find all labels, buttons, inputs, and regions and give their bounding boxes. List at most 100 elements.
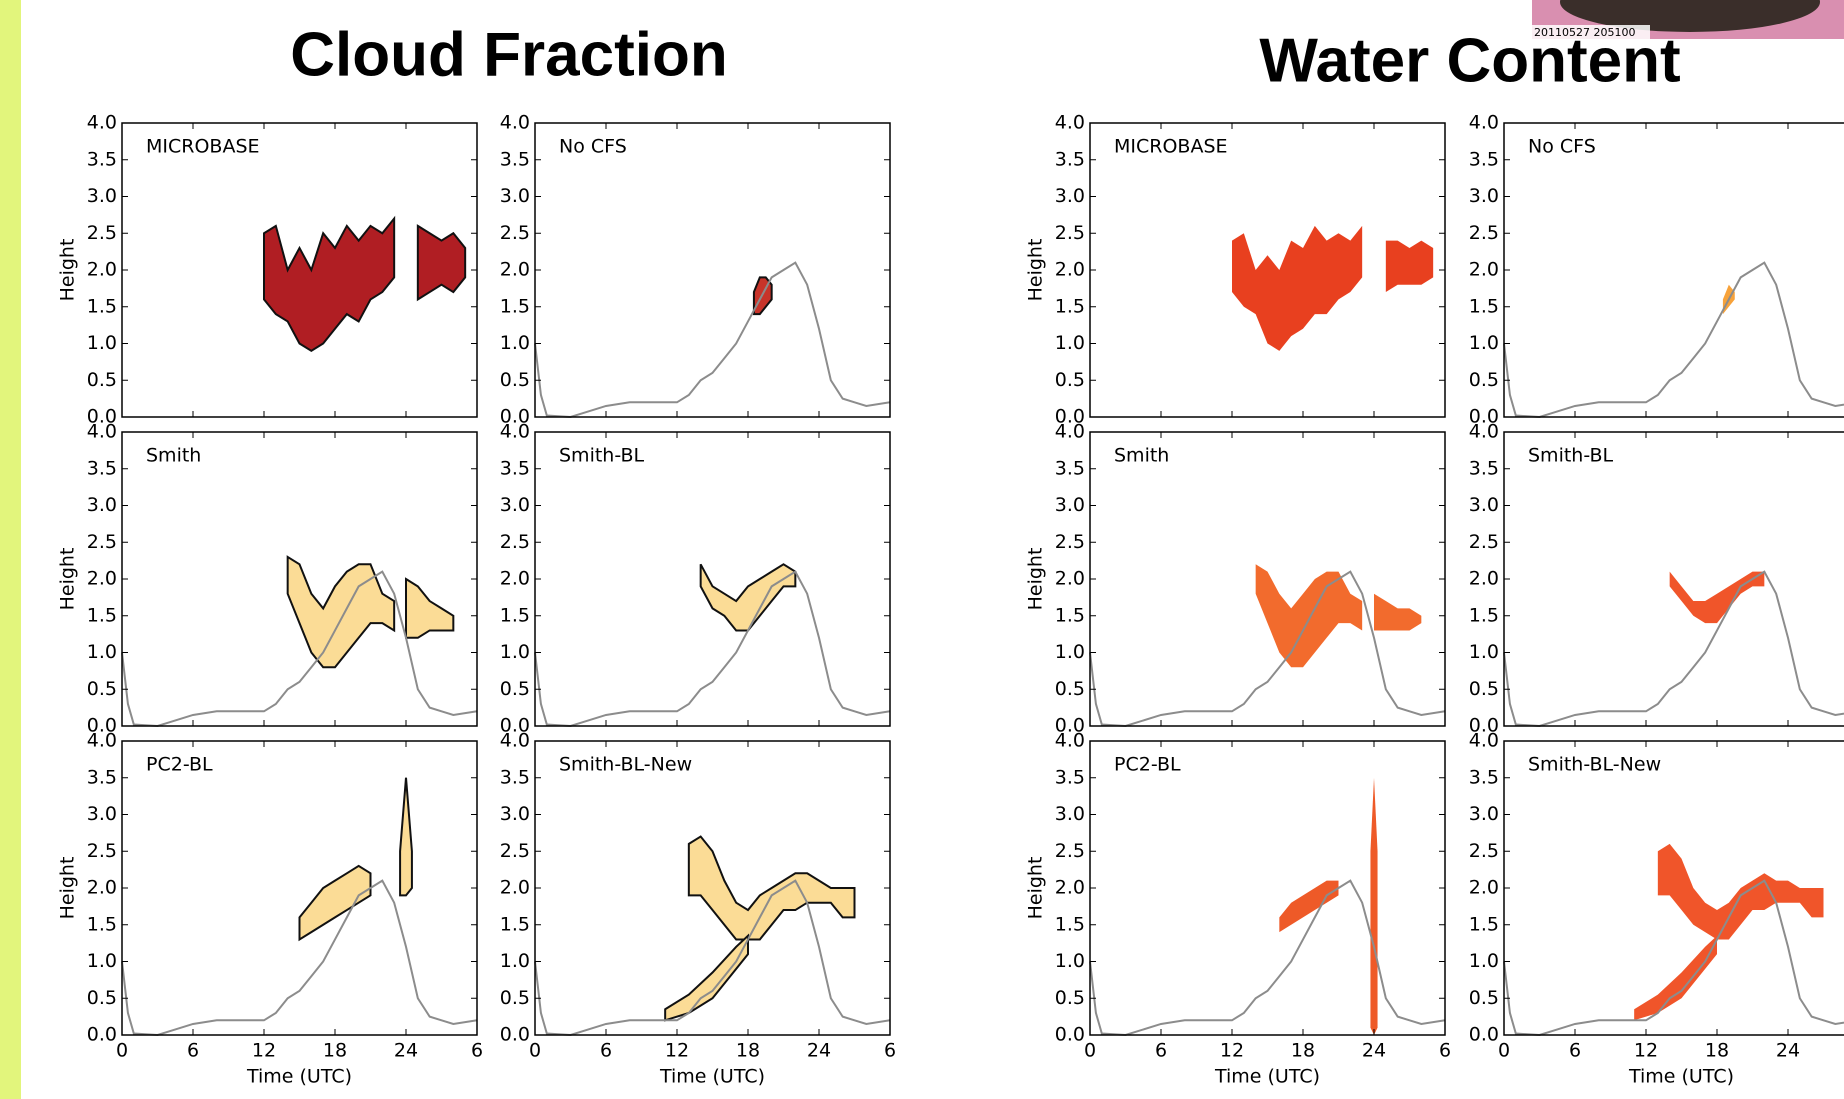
y-tick-label: 1.0 xyxy=(500,641,530,663)
y-tick-label: 2.0 xyxy=(1055,259,1085,281)
cloud-region xyxy=(399,777,413,897)
x-tick-label: 18 xyxy=(736,1040,760,1062)
y-tick-label: 0.5 xyxy=(1469,987,1499,1009)
panel-label: PC2-BL xyxy=(1114,754,1181,776)
y-tick-label: 1.5 xyxy=(1469,913,1499,935)
y-tick-label: 4.0 xyxy=(500,421,530,443)
cloud-region xyxy=(1255,564,1363,668)
y-tick-label: 0.5 xyxy=(500,987,530,1009)
x-tick-label: 6 xyxy=(1439,1040,1451,1062)
y-tick-label: 1.0 xyxy=(87,332,117,354)
y-tick-label: 1.5 xyxy=(1469,295,1499,317)
y-tick-label: 2.0 xyxy=(500,259,530,281)
y-tick-label: 1.5 xyxy=(500,913,530,935)
y-tick-label: 1.0 xyxy=(500,332,530,354)
x-tick-label: 18 xyxy=(323,1040,347,1062)
y-tick-label: 1.5 xyxy=(87,604,117,626)
panel-label: MICROBASE xyxy=(1114,136,1228,158)
y-tick-label: 4.0 xyxy=(1055,421,1085,443)
panel-label: PC2-BL xyxy=(146,754,213,776)
y-tick-label: 0.0 xyxy=(1469,715,1499,737)
panel-label: Smith-BL xyxy=(1528,445,1614,467)
x-tick-label: 6 xyxy=(187,1040,199,1062)
cloud-region xyxy=(1657,843,1824,940)
y-tick-label: 3.5 xyxy=(87,457,117,479)
x-tick-label: 24 xyxy=(1776,1040,1800,1062)
x-tick-label: 24 xyxy=(394,1040,418,1062)
y-tick-label: 0.0 xyxy=(500,715,530,737)
y-axis-label: Height xyxy=(57,239,79,302)
x-tick-label: 24 xyxy=(1362,1040,1386,1062)
cloud-region xyxy=(699,563,797,632)
y-tick-label: 3.0 xyxy=(1055,185,1085,207)
x-tick-label: 0 xyxy=(1498,1040,1510,1062)
panel: 0.0 0.5 1.0 1.5 2.0 2.5 3.0 3.5 4.0 MICROBASE Heig… xyxy=(1025,112,1446,428)
y-tick-label: 2.0 xyxy=(1469,877,1499,899)
x-tick-label: 0 xyxy=(1084,1040,1096,1062)
y-tick-label: 1.0 xyxy=(1055,332,1085,354)
panel: 0.0 0.5 1.0 1.5 2.0 2.5 3.0 3.5 4.0 0 6 12 18 24 6 PC2-… xyxy=(57,730,484,1088)
y-tick-label: 3.0 xyxy=(1469,803,1499,825)
x-tick-label: 18 xyxy=(1705,1040,1729,1062)
y-tick-label: 0.0 xyxy=(87,406,117,428)
x-tick-label: 12 xyxy=(1634,1040,1658,1062)
y-tick-label: 0.5 xyxy=(1055,987,1085,1009)
y-tick-label: 3.5 xyxy=(1469,457,1499,479)
y-tick-label: 2.0 xyxy=(1469,259,1499,281)
y-tick-label: 3.5 xyxy=(500,766,530,788)
y-tick-label: 0.5 xyxy=(1469,678,1499,700)
panel: 0.0 0.5 1.0 1.5 2.0 2.5 3.0 3.5 4.0 Smith Height xyxy=(1025,421,1446,737)
y-tick-label: 2.5 xyxy=(87,531,117,553)
panel: 0.00.51.01.52.02.53.03.54.0061218246Smit… xyxy=(1469,730,1844,1088)
y-tick-label: 0.0 xyxy=(1469,406,1499,428)
y-tick-label: 1.0 xyxy=(87,950,117,972)
y-tick-label: 0.0 xyxy=(87,715,117,737)
panel: 0.0 0.5 1.0 1.5 2.0 2.5 3.0 3.5 4.0 Smith Height xyxy=(57,421,478,737)
y-axis-label: Height xyxy=(57,548,79,611)
y-tick-label: 2.5 xyxy=(1469,531,1499,553)
y-tick-label: 3.5 xyxy=(1055,766,1085,788)
x-tick-label: 12 xyxy=(252,1040,276,1062)
photo: 20110527 205100 xyxy=(1532,0,1844,39)
height-line xyxy=(121,879,478,1037)
y-tick-label: 2.0 xyxy=(1055,568,1085,590)
y-tick-label: 2.0 xyxy=(1055,877,1085,899)
y-tick-label: 1.0 xyxy=(1469,332,1499,354)
y-axis-label: Height xyxy=(1025,548,1047,611)
y-tick-label: 0.0 xyxy=(1469,1024,1499,1046)
panel: 0.0 0.5 1.0 1.5 2.0 2.5 3.0 3.5 4.0 No CFS xyxy=(1469,112,1844,428)
x-axis-label: Time (UTC) xyxy=(1628,1066,1734,1088)
panel-label: MICROBASE xyxy=(146,136,260,158)
y-tick-label: 1.0 xyxy=(1469,950,1499,972)
y-tick-label: 2.5 xyxy=(500,531,530,553)
panel: 0.0 0.5 1.0 1.5 2.0 2.5 3.0 3.5 4.0 No CFS xyxy=(500,112,891,428)
plot-area xyxy=(1090,741,1445,1035)
height-line xyxy=(534,261,891,419)
y-tick-label: 1.5 xyxy=(1055,604,1085,626)
height-line xyxy=(1503,879,1844,1037)
y-tick-label: 2.0 xyxy=(87,877,117,899)
y-tick-label: 2.5 xyxy=(1469,222,1499,244)
photo-caption-bg xyxy=(1532,25,1650,39)
panel: 0.0 0.5 1.0 1.5 2.0 2.5 3.0 3.5 4.0 Smith-BL xyxy=(1469,421,1844,737)
height-line xyxy=(1089,879,1446,1037)
y-tick-label: 0.5 xyxy=(87,369,117,391)
y-tick-label: 3.0 xyxy=(500,803,530,825)
y-tick-label: 4.0 xyxy=(87,112,117,134)
panel-label: Smith-BL xyxy=(559,445,645,467)
x-axis-label: Time (UTC) xyxy=(246,1066,352,1088)
panel-label: Smith-BL-New xyxy=(1528,754,1661,776)
x-tick-label: 18 xyxy=(1291,1040,1315,1062)
cloud-region xyxy=(286,555,396,669)
y-tick-label: 1.5 xyxy=(87,295,117,317)
panel: 0.0 0.5 1.0 1.5 2.0 2.5 3.0 3.5 4.0 Smith-BL xyxy=(500,421,891,737)
y-tick-label: 0.5 xyxy=(500,369,530,391)
y-tick-label: 0.0 xyxy=(87,1024,117,1046)
y-tick-label: 1.5 xyxy=(1055,295,1085,317)
x-tick-label: 24 xyxy=(807,1040,831,1062)
y-tick-label: 0.0 xyxy=(500,1024,530,1046)
x-axis-label: Time (UTC) xyxy=(1214,1066,1320,1088)
y-tick-label: 4.0 xyxy=(500,112,530,134)
plot-area xyxy=(535,123,890,417)
